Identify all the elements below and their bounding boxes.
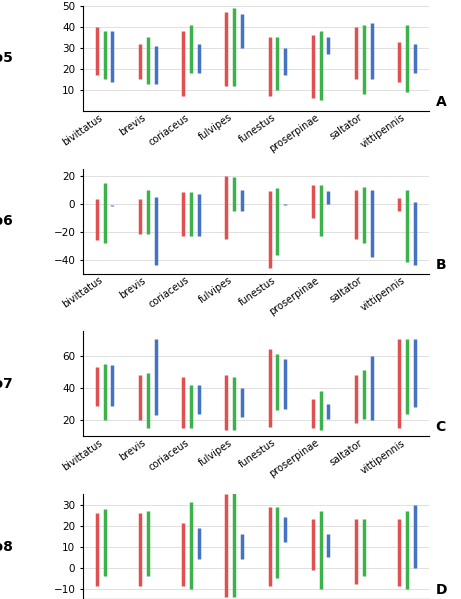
Text: B: B	[436, 258, 446, 271]
Text: C: C	[436, 420, 446, 434]
Text: A: A	[436, 95, 446, 109]
Text: D: D	[436, 583, 447, 597]
Text: bio6: bio6	[0, 214, 14, 228]
Text: bio5: bio5	[0, 52, 14, 65]
Text: bio8: bio8	[0, 540, 14, 553]
Text: bio7: bio7	[0, 377, 14, 391]
